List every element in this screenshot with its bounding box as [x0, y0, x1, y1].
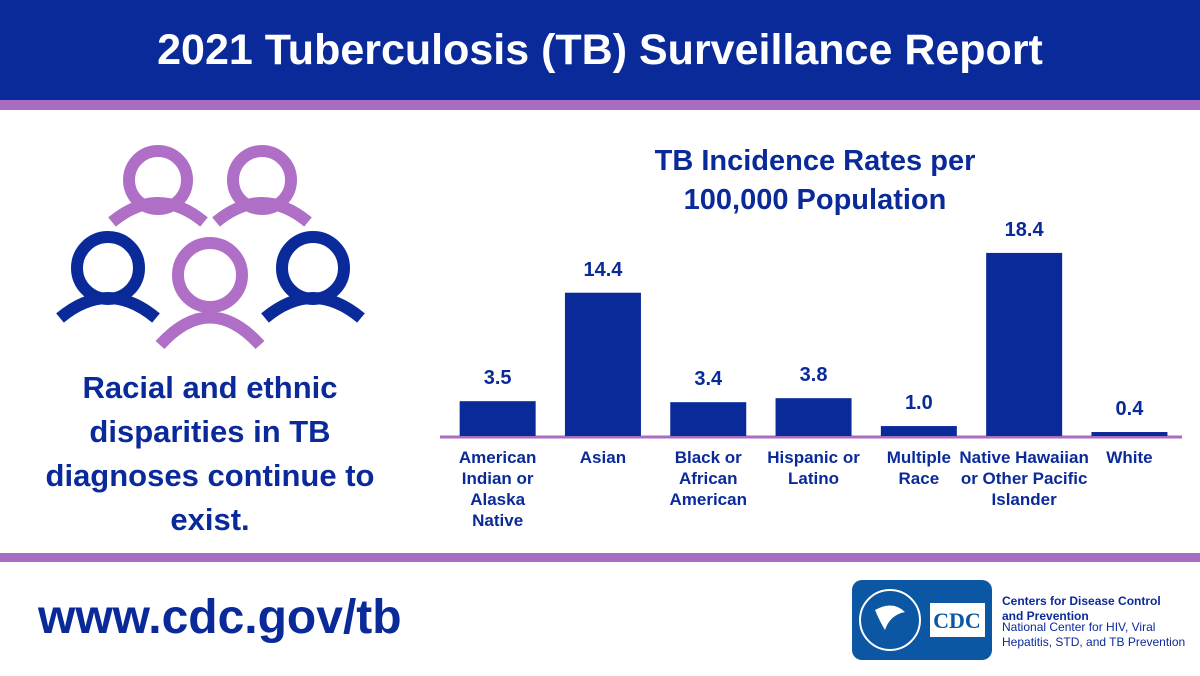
agency-name: Centers for Disease Control and Preventi… [1002, 594, 1161, 623]
x-tick-label: Multiple Race [886, 448, 951, 488]
cdc-logo: CDC [852, 580, 992, 660]
bar [564, 292, 641, 436]
people-icon [56, 145, 365, 350]
x-tick-label: Native Hawaiian or Other Pacific Islande… [959, 448, 1089, 509]
message: Racial and ethnic disparities in TB diag… [45, 370, 375, 537]
value-label: 3.5 [483, 367, 512, 390]
value-label: 1.0 [904, 392, 933, 415]
value-label: 0.4 [1115, 398, 1144, 421]
bar [670, 402, 747, 436]
stripe [0, 553, 1200, 562]
x-tick-label: Black or African American [669, 448, 747, 509]
stripe [0, 100, 1200, 110]
bar [775, 398, 852, 436]
chart-title: TB Incidence Rates per 100,000 Populatio… [654, 145, 976, 216]
bar [880, 426, 957, 436]
bar [459, 401, 536, 436]
x-tick-label: Hispanic or Latino [767, 448, 860, 488]
x-tick-label: Asian [579, 448, 627, 467]
x-tick-label: White [1106, 448, 1153, 467]
url: www.cdc.gov/tb [38, 591, 402, 644]
center-name: National Center for HIV, Viral Hepatitis… [1002, 620, 1186, 649]
header-title: 2021 Tuberculosis (TB) Surveillance Repo… [0, 0, 1200, 100]
x-tick-label: American Indian or Alaska Native [458, 448, 537, 530]
bar [986, 252, 1063, 436]
value-label: 18.4 [1004, 218, 1044, 241]
logo-mark: CDC [933, 608, 981, 633]
value-label: 3.8 [799, 364, 828, 387]
value-label: 14.4 [583, 258, 623, 281]
bar [1091, 432, 1168, 436]
value-label: 3.4 [694, 368, 723, 391]
